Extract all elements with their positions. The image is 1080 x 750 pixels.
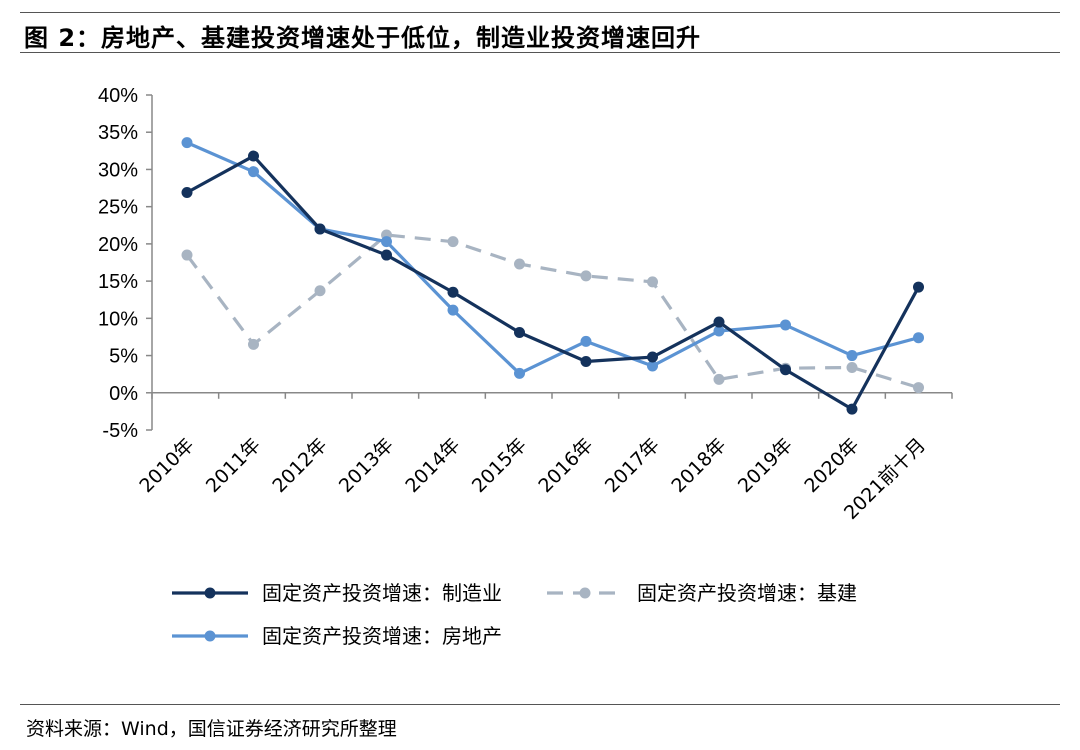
y-tick-label: 15% [98,271,138,293]
data-point [647,276,658,288]
series-line [186,154,920,411]
data-point [447,304,459,316]
data-point [447,286,459,298]
x-tick-label: 2010年 [135,434,198,497]
data-point [846,350,858,362]
data-point [314,223,326,235]
y-tick-label: 10% [98,308,138,330]
data-point [647,360,658,372]
y-tick-label: 5% [109,346,138,368]
series-2 [181,137,924,379]
legend-label: 固定资产投资增速：制造业 [262,581,502,605]
data-point [580,270,592,282]
data-point [846,403,858,415]
y-tick-label: 30% [98,159,138,181]
x-tick-label: 2016年 [534,434,597,497]
series-1 [181,229,924,394]
legend-swatch-marker [204,587,216,599]
data-point [713,316,725,328]
data-point [514,258,525,270]
data-point [447,236,459,248]
x-tick-label: 2019年 [734,434,797,497]
series-line [186,141,919,376]
data-point [181,137,193,149]
title-rule [20,52,1060,53]
top-rule [20,12,1060,13]
data-point [713,373,725,385]
legend-label: 固定资产投资增速：房地产 [262,624,502,648]
legend-swatch-marker [204,630,216,642]
x-tick-label: 2018年 [667,434,730,497]
series-0 [181,150,924,415]
legend-item: 固定资产投资增速：房地产 [172,624,502,648]
x-tick-label: 2015年 [468,434,531,497]
chart-axes: -5% 0% 5% 10% 15% 20% 25% 30% 35% 40% [98,85,953,442]
data-point [514,326,525,338]
data-point [846,361,858,373]
data-point [514,367,525,379]
data-point [913,281,924,293]
x-tick-label: 2012年 [268,434,331,497]
x-tick-label: 2011年 [202,434,265,497]
legend-item: 固定资产投资增速：制造业 [172,581,502,605]
x-axis-labels: 2010年 2011年 2012年 2013年 2014年 2015年 2016年 2017年… [135,434,930,524]
line-chart: -5%0%5%10%15%20%25%30%35%40% 2010年 2011年 2… [98,85,953,648]
data-point [248,150,259,162]
data-point [780,364,791,376]
y-tick-label: 20% [98,234,138,256]
data-point [647,351,658,363]
x-tick-label: 2014年 [401,434,464,497]
data-point [248,338,259,350]
series-line [185,233,919,390]
x-tick-label: 2013年 [335,434,398,497]
chart-series [181,137,924,415]
x-tick-label: 2020年 [800,434,863,497]
x-tick-label: 2017年 [601,434,664,497]
legend-item: 固定资产投资增速：基建 [547,581,857,605]
y-tick-label: -5% [102,420,138,442]
data-point [713,325,725,337]
data-point [780,319,791,331]
y-tick-label: 35% [98,122,138,144]
data-point [314,285,326,297]
figure-title: 图 2：房地产、基建投资增速处于低位，制造业投资增速回升 [24,24,702,52]
legend-label: 固定资产投资增速：基建 [637,581,857,605]
data-point [913,332,924,344]
y-tick-label: 25% [98,197,138,219]
data-point [181,187,193,199]
data-point [381,249,392,261]
data-point [181,249,193,261]
data-point [580,356,592,368]
data-point [248,166,259,178]
y-tick-label: 0% [109,383,138,405]
source-note: 资料来源：Wind，国信证券经济研究所整理 [26,718,397,740]
data-point [580,335,592,347]
bottom-rule [20,704,1060,705]
data-point [381,236,392,248]
data-point [913,382,924,394]
y-tick-label: 40% [98,85,138,107]
legend-swatch-marker [579,587,591,599]
